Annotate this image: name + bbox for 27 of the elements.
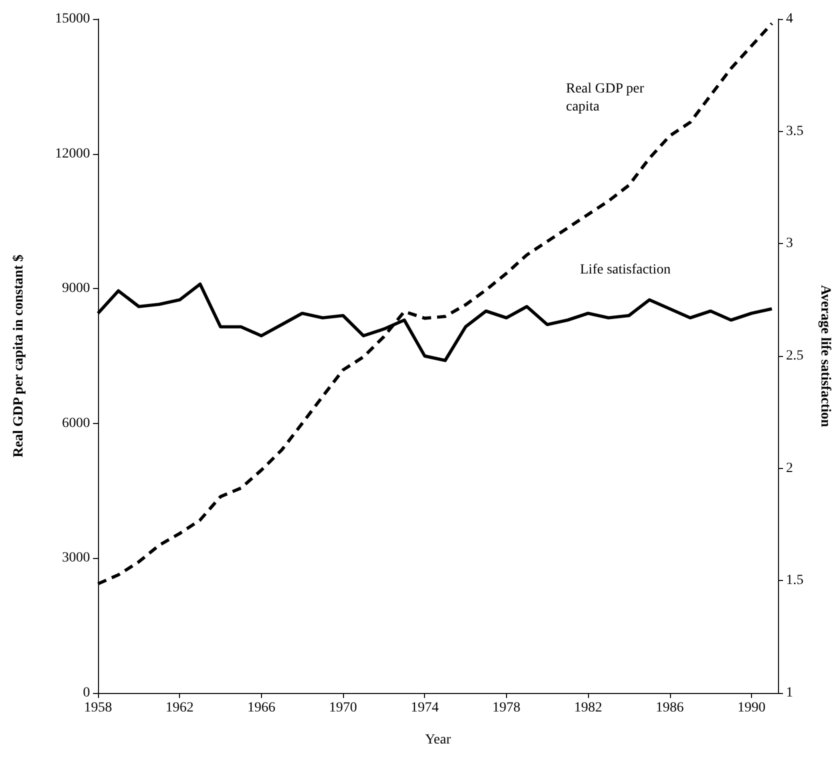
text: Real GDP per capita <box>566 82 648 114</box>
y2-tick-label: 3 <box>786 236 793 252</box>
y-tick-label: 15000 <box>55 12 90 26</box>
x-tick-label: 1990 <box>737 700 766 716</box>
y-tick-label: 3000 <box>62 550 90 566</box>
y2-axis-title: Average life satisfaction <box>818 284 832 428</box>
y2-tick-label: 1 <box>786 686 793 700</box>
y2-tick-label: 2.5 <box>786 348 804 364</box>
y-tick-label: 12000 <box>55 146 90 162</box>
x-tick-label: 1970 <box>329 700 358 716</box>
x-tick-label: 1966 <box>247 700 276 716</box>
text: Life satisfaction <box>580 262 671 278</box>
x-tick-label: 1978 <box>492 700 520 716</box>
x-tick-label: 1982 <box>574 700 602 716</box>
y-tick-label: 9000 <box>62 281 90 296</box>
y2-tick-label: 4 <box>786 12 793 26</box>
y-axis-title: Real GDP per capita in constant $ <box>12 254 26 458</box>
x-tick-label: 1962 <box>166 700 194 716</box>
x-tick-label: 1974 <box>410 700 439 716</box>
y-tick-label: 0 <box>83 686 90 700</box>
x-axis-title: Year <box>425 732 452 748</box>
y2-tick-label: 1.5 <box>786 573 804 588</box>
y2-tick-label: 3.5 <box>786 124 804 139</box>
x-tick-label: 1986 <box>656 700 684 716</box>
y-tick-label: 6000 <box>62 416 90 431</box>
y2-tick-label: 2 <box>786 460 793 476</box>
x-tick-label: 1958 <box>84 700 112 716</box>
